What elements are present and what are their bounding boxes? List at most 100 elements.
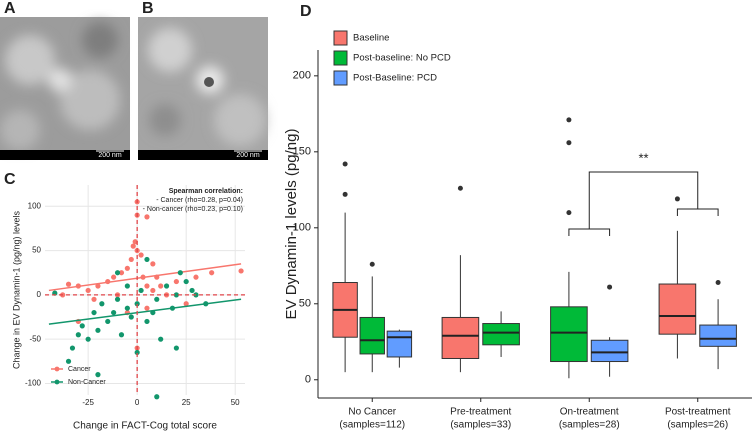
point [128,314,134,320]
scale-bar-strip [0,150,130,160]
point [69,345,76,351]
point [134,301,140,307]
point [158,283,164,289]
box [550,306,588,363]
point [118,270,125,276]
point [95,327,101,333]
x-tick-label: On-treatment [560,407,619,418]
point [144,283,150,289]
outlier [342,191,348,197]
point [75,332,81,338]
point [238,268,244,274]
y-tick-label: -100 [25,379,42,388]
point [144,214,150,220]
panel-label: D [300,3,312,20]
annotation: ** [638,150,648,165]
legend-label: Baseline [353,33,389,44]
y-axis-label: Change in EV Dynamin-1 (pg/ng) levels [11,210,21,369]
box [699,324,737,347]
x-tick-label: 25 [182,398,191,407]
legend-label: Cancer [68,366,91,373]
y-tick-label: 50 [32,246,41,255]
outlier [566,210,572,216]
point [189,287,195,294]
point [65,281,72,287]
plot-background [45,185,245,395]
y-tick-label: 100 [293,222,311,234]
point [138,252,144,258]
point [154,394,160,400]
x-axis-label: Change in FACT-Cog total score [73,421,217,432]
point [114,270,121,276]
texture [0,22,120,150]
point [118,332,125,338]
bracket [676,208,719,216]
point [91,309,97,316]
outlier [342,161,348,167]
outlier [566,117,572,123]
point [138,287,144,294]
point [144,318,150,325]
point [114,296,121,302]
point [134,349,140,356]
point [173,292,179,298]
point [111,309,117,316]
x-tick-label: -25 [82,398,94,407]
annotation: - Cancer (rho=0.28, p=0.04) [156,197,243,204]
x-tick-label: No Cancer [348,407,396,418]
y-axis-label: EV Dynamin-1 levels (pg/ng) [283,129,300,320]
legend-key [333,50,348,66]
outlier [369,261,375,267]
panel-label: C [4,171,16,188]
point [95,372,101,378]
y-tick-label: 0 [305,374,311,386]
y-tick-label: 0 [37,290,42,299]
x-tick-sublabel: (samples=112) [339,420,405,431]
box [482,323,520,346]
point [144,256,150,263]
point [79,323,85,329]
point [158,336,164,342]
point [193,274,199,280]
point [183,278,189,285]
point [150,261,156,267]
point [111,274,117,280]
y-tick-label: 50 [299,298,311,310]
outlier [566,140,572,146]
box [386,330,413,358]
point [130,243,136,249]
point [150,287,156,294]
trend-line [48,298,242,325]
panel-label: A [4,0,16,17]
box [359,316,385,355]
point [95,283,101,289]
point [124,265,130,271]
vesicle [204,77,214,87]
point [173,345,179,351]
point [144,305,150,311]
x-tick-label: 0 [135,398,140,407]
annotation: Spearman correlation: [169,188,243,195]
point [99,301,105,307]
trend-line [48,263,242,292]
x-tick-sublabel: (samples=33) [450,420,511,431]
point [177,270,183,276]
point [105,318,111,325]
point [183,301,189,307]
y-tick-label: 150 [293,146,311,158]
scale-label: 200 nm [236,152,260,159]
x-tick-label: Pre-treatment [450,407,511,418]
point [85,336,91,342]
point [124,283,130,289]
point [124,305,130,311]
x-tick-sublabel: (samples=28) [559,420,620,431]
annotation: - Non-cancer (rho=0.23, p=0.10) [143,206,243,213]
panel-label: B [142,0,154,17]
y-tick-label: 200 [293,70,311,82]
point [173,278,179,285]
legend-label: Non-Cancer [68,379,106,386]
micrograph-a: 200 nm [0,17,130,160]
point [65,358,72,364]
scale-label: 200 nm [98,152,122,159]
